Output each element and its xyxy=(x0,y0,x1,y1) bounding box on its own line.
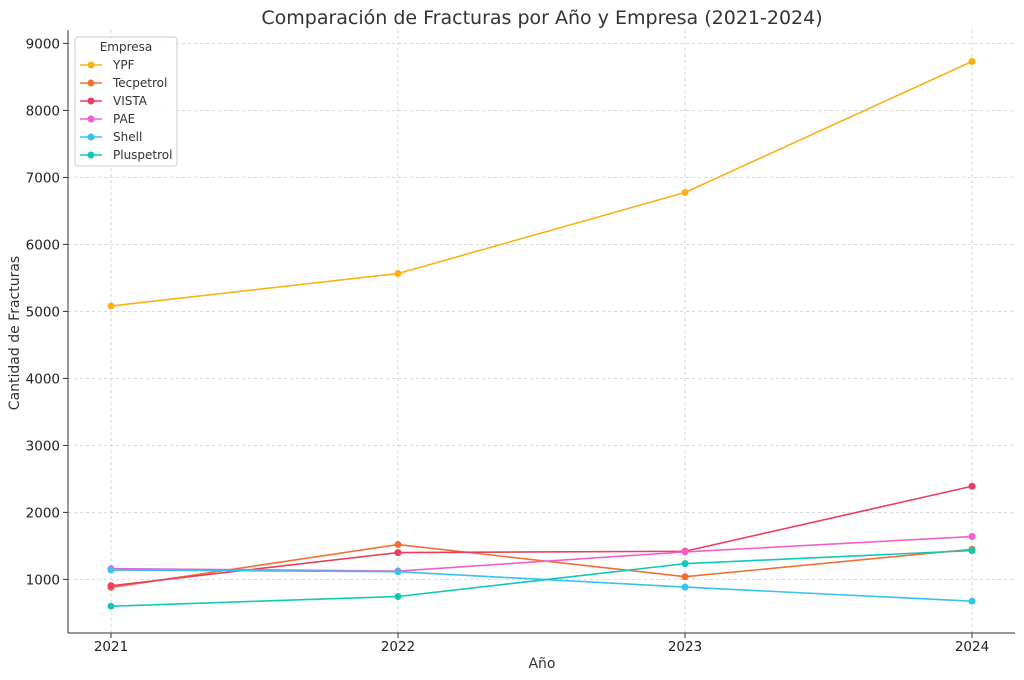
data-point xyxy=(394,549,402,557)
data-point xyxy=(107,582,115,590)
legend-label: Pluspetrol xyxy=(113,148,172,162)
data-point xyxy=(968,57,976,65)
legend-label: YPF xyxy=(112,58,135,72)
x-tick-label: 2022 xyxy=(381,639,415,655)
y-axis-label: Cantidad de Fracturas xyxy=(7,256,23,410)
series-line xyxy=(110,543,973,589)
y-tick-label: 4000 xyxy=(26,371,60,387)
y-tick-label: 2000 xyxy=(26,505,60,521)
x-tick-label: 2024 xyxy=(955,639,989,655)
legend-frame xyxy=(74,36,178,167)
legend-swatch-marker xyxy=(87,133,95,141)
data-point xyxy=(968,482,976,490)
legend-swatch-marker xyxy=(87,61,95,69)
data-point xyxy=(681,548,689,556)
axes xyxy=(67,30,1015,634)
data-point xyxy=(968,547,976,555)
series-line xyxy=(110,569,973,602)
grid xyxy=(68,30,1015,633)
x-tick-label: 2023 xyxy=(668,639,702,655)
legend-swatch-marker xyxy=(87,151,95,159)
y-tick-label: 6000 xyxy=(26,237,60,253)
chart-title: Comparación de Fracturas por Año y Empre… xyxy=(261,7,822,29)
data-point xyxy=(394,270,402,278)
series-layer xyxy=(107,57,976,610)
legend-label: Tecpetrol xyxy=(112,76,167,90)
x-ticks: 2021 2022 2023 2024 xyxy=(94,633,989,655)
y-tick-label: 1000 xyxy=(26,572,60,588)
legend: Empresa YPF Tecpetrol VISTA PAE Shell Pluspet… xyxy=(74,36,178,167)
y-tick-label: 3000 xyxy=(26,438,60,454)
y-tick-label: 5000 xyxy=(26,304,60,320)
data-point xyxy=(968,597,976,605)
data-point xyxy=(968,533,976,541)
data-point xyxy=(681,188,689,196)
legend-label: Shell xyxy=(113,130,142,144)
y-tick-label: 7000 xyxy=(26,170,60,186)
series-line xyxy=(110,535,973,572)
legend-label: PAE xyxy=(113,112,135,126)
x-axis-label: Año xyxy=(528,656,555,672)
data-point xyxy=(681,560,689,568)
y-tick-label: 9000 xyxy=(26,36,60,52)
data-point xyxy=(681,573,689,581)
data-point xyxy=(107,302,115,310)
y-tick-label: 8000 xyxy=(26,103,60,119)
legend-swatch-marker xyxy=(87,115,95,123)
legend-items: YPF Tecpetrol VISTA PAE Shell Pluspetrol xyxy=(80,58,172,162)
y-ticks: 1000 2000 3000 4000 5000 6000 7000 8000 9000 xyxy=(26,36,68,588)
x-tick-label: 2021 xyxy=(94,639,128,655)
data-point xyxy=(107,602,115,610)
data-point xyxy=(681,583,689,591)
data-point xyxy=(394,592,402,600)
series-line xyxy=(110,549,973,607)
legend-swatch-marker xyxy=(87,79,95,87)
data-point xyxy=(394,568,402,576)
legend-swatch-marker xyxy=(87,97,95,105)
data-point xyxy=(394,541,402,549)
legend-title: Empresa xyxy=(100,40,153,54)
series-line xyxy=(110,60,973,307)
data-point xyxy=(107,566,115,574)
legend-label: VISTA xyxy=(113,94,148,108)
